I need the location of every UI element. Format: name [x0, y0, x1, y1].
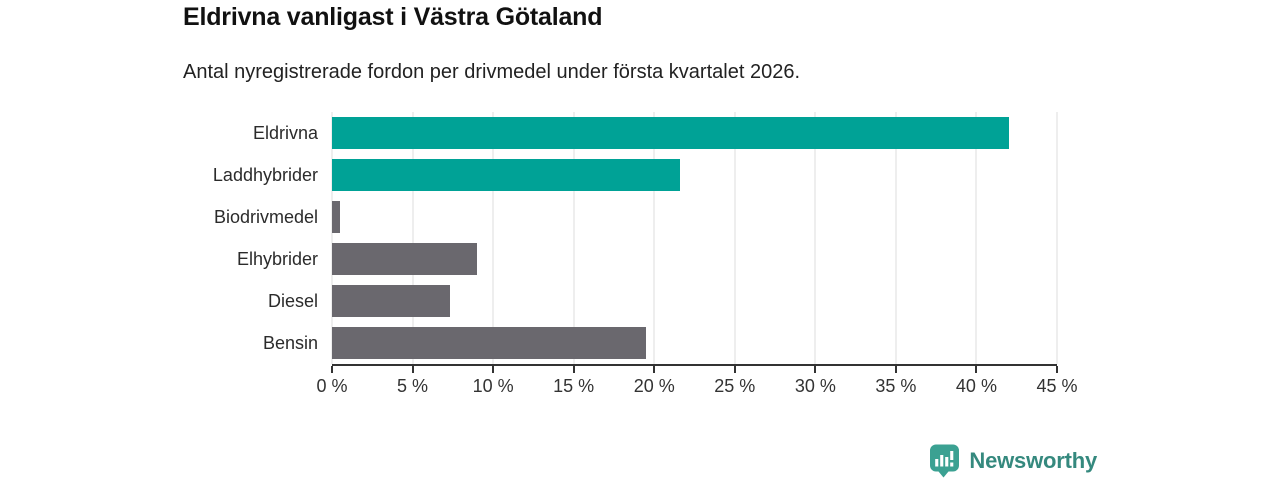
chart-row: Elhybrider	[183, 238, 1063, 280]
chart-row: Diesel	[183, 280, 1063, 322]
x-tick-label: 15 %	[553, 376, 595, 396]
x-tick-label: 45 %	[1036, 376, 1078, 396]
bar-track	[332, 327, 1057, 359]
x-tick-label: 40 %	[955, 376, 997, 396]
x-tick-mark	[894, 366, 897, 373]
x-tick-mark	[975, 366, 978, 373]
bar-rows: Eldrivna Laddhybrider Biodrivmedel Elhybrid…	[183, 112, 1063, 364]
bar-track	[332, 201, 1057, 233]
logo-bubble-shape	[930, 444, 960, 478]
x-tick-label: 30 %	[794, 376, 836, 396]
chart-row: Bensin	[183, 322, 1063, 364]
x-tick-mark	[814, 366, 817, 373]
x-tick-mark	[331, 366, 333, 373]
x-tick-label: 20 %	[633, 376, 675, 396]
x-tick-mark	[1056, 366, 1058, 373]
bar	[332, 201, 341, 233]
category-label: Diesel	[267, 290, 318, 311]
newsworthy-chart-bubble-icon	[930, 444, 960, 478]
bar	[332, 117, 1009, 149]
category-label: Laddhybrider	[212, 164, 318, 185]
bar-track	[332, 159, 1057, 191]
bar	[332, 327, 647, 359]
x-tick-label: 35 %	[875, 376, 917, 396]
x-tick-mark	[653, 366, 656, 373]
x-tick-mark	[733, 366, 736, 373]
x-tick-label: 10 %	[472, 376, 514, 396]
bar-track	[332, 117, 1057, 149]
bar-chart: Eldrivna Laddhybrider Biodrivmedel Elhybrid…	[183, 112, 1078, 400]
x-tick-label: 25 %	[714, 376, 756, 396]
bar	[332, 159, 680, 191]
x-tick-label: 0 %	[316, 376, 348, 396]
bar	[332, 285, 450, 317]
page-title: Eldrivna vanligast i Västra Götaland	[183, 3, 603, 31]
chart-row: Laddhybrider	[183, 154, 1063, 196]
x-tick-mark	[492, 366, 495, 373]
category-label: Biodrivmedel	[213, 206, 318, 227]
x-tick-mark	[411, 366, 414, 373]
newsworthy-logo: Newsworthy	[929, 444, 1097, 478]
category-label: Elhybrider	[236, 248, 318, 269]
bar-track	[332, 243, 1057, 275]
x-tick-label: 5 %	[397, 376, 429, 396]
logo-mini-bars	[935, 451, 954, 467]
chart-row: Eldrivna	[183, 112, 1063, 154]
x-tick-mark	[572, 366, 575, 373]
x-axis: 0 % 5 % 10 % 15 % 20 % 25 % 30 % 35 % 40 % 45 %	[316, 364, 1078, 400]
newsworthy-logo-text: Newsworthy	[969, 448, 1097, 473]
bar-track	[332, 285, 1057, 317]
category-label: Eldrivna	[252, 122, 318, 143]
chart-subtitle: Antal nyregistrerade fordon per drivmede…	[183, 61, 801, 83]
bar	[332, 243, 477, 275]
category-label: Bensin	[262, 332, 318, 353]
chart-row: Biodrivmedel	[183, 196, 1063, 238]
